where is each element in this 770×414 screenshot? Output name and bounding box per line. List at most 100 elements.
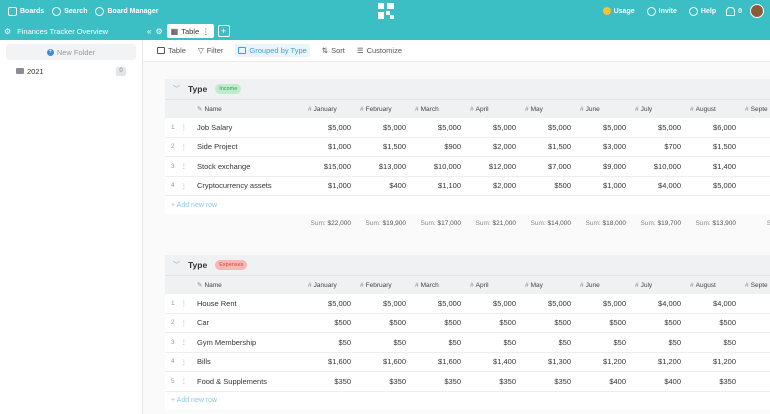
column-header-june[interactable]: # June [575,106,630,113]
cell-value[interactable]: $5,000 [438,298,461,308]
cell-value[interactable]: $50 [558,337,571,347]
cell-name[interactable]: Bills [197,357,211,367]
invite-button[interactable]: Invite [646,6,677,16]
settings-icon[interactable]: ⚙ [4,26,12,36]
cell-value[interactable]: $50 [668,337,681,347]
cell-value[interactable]: $5,000 [603,122,626,132]
cell-value[interactable]: $3 [740,377,770,386]
row-menu-icon[interactable]: ⋮ [180,143,188,151]
cell-value[interactable]: $500 [334,318,351,328]
add-row-button[interactable]: + Add new row [165,196,770,214]
column-header-march[interactable]: # March [410,106,465,113]
table-view-button[interactable]: Table [157,46,186,55]
row-menu-icon[interactable]: ⋮ [180,124,188,132]
cell-value[interactable]: $12,000 [488,161,516,171]
column-header-name[interactable]: ✎ Name [195,105,303,113]
cell-value[interactable]: $350 [444,376,461,386]
cell-value[interactable]: $3 [740,181,770,190]
cell-value[interactable]: $1,100 [438,181,461,191]
search-button[interactable]: Search [52,6,87,16]
column-header-january[interactable]: # January [303,282,355,289]
cell-value[interactable]: $5,000 [383,298,406,308]
cell-value[interactable]: $500 [664,318,681,328]
column-header-june[interactable]: # June [575,282,630,289]
cell-value[interactable]: $3,000 [603,142,626,152]
cell-name[interactable]: Job Salary [197,122,233,132]
cell-value[interactable]: $ [740,318,770,327]
usage-button[interactable]: Usage [602,7,635,15]
cell-value[interactable]: $500 [719,318,736,328]
table-row[interactable]: 3 ⋮ Gym Membership $50 $50 $50 $50 $50 $50 $50 $50 [165,333,770,353]
cell-value[interactable]: $5,000 [438,122,461,132]
cell-value[interactable]: $500 [444,318,461,328]
add-row-button[interactable]: + Add new row [165,391,770,410]
cell-value[interactable]: $2 [740,142,770,151]
cell-value[interactable]: $350 [499,376,516,386]
column-header-septe[interactable]: # Septe [740,282,770,289]
cell-name[interactable]: House Rent [197,298,237,308]
column-header-april[interactable]: # April [465,106,520,113]
cell-value[interactable]: $1,200 [713,357,736,367]
row-menu-icon[interactable]: ⋮ [180,339,188,347]
chevron-down-icon[interactable]: ﹀ [173,86,180,93]
cell-value[interactable]: $4 [740,299,770,308]
table-row[interactable]: 4 ⋮ Cryptocurrency assets $1,000 $400 $1,100 $… [165,176,770,196]
cell-value[interactable]: $5,000 [383,122,406,132]
cell-value[interactable]: $500 [499,318,516,328]
cell-value[interactable]: $1,300 [548,357,571,367]
new-folder-button[interactable]: + New Folder [6,44,136,60]
row-menu-icon[interactable]: ⋮ [180,163,188,171]
cell-value[interactable]: $50 [393,337,406,347]
cell-value[interactable]: $1,600 [438,357,461,367]
board-manager-button[interactable]: Board Manager [95,6,158,16]
help-button[interactable]: Help [688,6,716,16]
column-header-february[interactable]: # February [355,106,410,113]
cell-value[interactable]: $500 [389,318,406,328]
collapse-sidebar-icon[interactable]: « [147,26,152,36]
cell-value[interactable]: $5,000 [713,181,736,191]
cell-value[interactable]: $400 [609,376,626,386]
cell-value[interactable]: $1,500 [713,142,736,152]
column-header-august[interactable]: # August [685,282,740,289]
table-row[interactable]: 1 ⋮ House Rent $5,000 $5,000 $5,000 $5,000 $5,0… [165,294,770,314]
cell-value[interactable]: $1,200 [603,357,626,367]
tab-menu-icon[interactable]: ⋮ [202,26,210,36]
column-header-april[interactable]: # April [465,282,520,289]
boards-button[interactable]: Boards [8,6,44,16]
cell-value[interactable]: $5,000 [548,122,571,132]
column-header-august[interactable]: # August [685,106,740,113]
column-header-january[interactable]: # January [303,106,355,113]
cell-value[interactable]: $50 [613,337,626,347]
cell-value[interactable]: $5,000 [603,298,626,308]
cell-value[interactable]: $6,000 [713,122,736,132]
cell-name[interactable]: Car [197,318,210,328]
column-header-july[interactable]: # July [630,106,685,113]
cell-value[interactable]: $5,000 [493,298,516,308]
cell-value[interactable]: $350 [334,376,351,386]
column-header-septe[interactable]: # Septe [740,106,770,113]
view-settings-icon[interactable]: ⚙ [155,26,163,36]
notifications-button[interactable]: 0 [726,6,742,16]
cell-value[interactable]: $9,000 [603,161,626,171]
cell-value[interactable]: $350 [554,376,571,386]
cell-value[interactable]: $5,000 [493,122,516,132]
add-view-button[interactable]: + [217,25,230,37]
table-row[interactable]: 3 ⋮ Stock exchange $15,000 $13,000 $10,000 $12… [165,157,770,177]
column-header-july[interactable]: # July [630,282,685,289]
table-row[interactable]: 5 ⋮ Food & Supplements $350 $350 $350 $350 $350… [165,372,770,392]
cell-value[interactable]: $1,600 [383,357,406,367]
cell-value[interactable]: $500 [554,181,571,191]
cell-value[interactable]: $10,000 [433,161,461,171]
cell-value[interactable]: $6 [740,123,770,132]
sort-button[interactable]: ⇅ Sort [321,46,345,55]
table-row[interactable]: 2⋮Car$500$500$500$500$500$500$500$500$ [165,313,770,333]
group-header[interactable]: ﹀ Type Expenses [165,255,770,275]
cell-value[interactable]: $1,400 [493,357,516,367]
cell-value[interactable]: $1,200 [658,357,681,367]
cell-value[interactable]: $350 [719,376,736,386]
column-header-february[interactable]: # February [355,282,410,289]
cell-name[interactable]: Food & Supplements [197,376,268,386]
cell-value[interactable]: $13,000 [378,161,406,171]
cell-value[interactable]: $50 [503,337,516,347]
cell-value[interactable]: $2,000 [493,142,516,152]
